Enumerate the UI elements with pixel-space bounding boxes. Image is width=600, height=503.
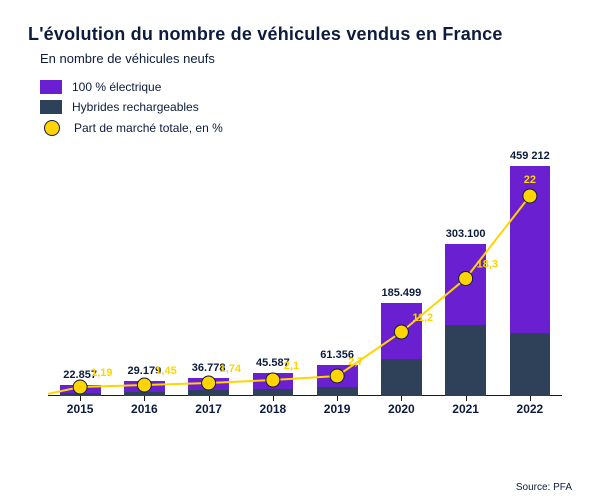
- bar-total-label: 29.179: [128, 365, 162, 377]
- x-axis-tick: [401, 396, 402, 401]
- legend-swatch-share: [44, 120, 60, 136]
- bar-stack: [381, 303, 422, 396]
- x-axis-tick: [337, 396, 338, 401]
- bar-stack: [317, 365, 358, 396]
- bar-column: 29.179: [118, 146, 170, 396]
- bar-column: 36.778: [183, 146, 235, 396]
- bar-segment-electric: [253, 373, 294, 389]
- chart-subtitle: En nombre de véhicules neufs: [40, 51, 572, 66]
- bar-stack: [188, 378, 229, 396]
- legend-swatch-electric: [40, 80, 62, 94]
- bar-stack: [445, 244, 486, 396]
- chart-title: L'évolution du nombre de véhicules vendu…: [28, 24, 572, 45]
- bar-column: 185.499: [375, 146, 427, 396]
- bar-group: 22.857 29.179 36.778 45.587 61.356 185.499 303…: [48, 146, 562, 396]
- x-axis-label: 2022: [504, 402, 556, 416]
- bar-stack: [124, 381, 165, 396]
- bar-segment-electric: [445, 244, 486, 325]
- x-axis-label: 2018: [247, 402, 299, 416]
- x-axis-labels: 2015 2016 2017 2018 2019 2020 2021 2022: [48, 402, 562, 416]
- bar-segment-electric: [381, 303, 422, 358]
- bar-segment-hybrid: [253, 389, 294, 396]
- chart-page: L'évolution du nombre de véhicules vendu…: [0, 0, 600, 503]
- bar-column: 45.587: [247, 146, 299, 396]
- bar-total-label: 22.857: [63, 369, 97, 381]
- legend-item-hybrid: Hybrides rechargeables: [40, 100, 572, 114]
- bar-total-label: 45.587: [256, 357, 290, 369]
- legend-item-share: Part de marché totale, en %: [40, 120, 572, 136]
- bar-column: 303.100: [440, 146, 492, 396]
- bar-column: 61.356: [311, 146, 363, 396]
- bar-column: 22.857: [54, 146, 106, 396]
- x-axis-tick: [209, 396, 210, 401]
- source-label: Source: PFA: [516, 482, 572, 493]
- plot-area: 22.857 29.179 36.778 45.587 61.356 185.499 303…: [48, 146, 562, 396]
- x-axis-label: 2019: [311, 402, 363, 416]
- bar-segment-hybrid: [445, 325, 486, 396]
- legend-label-electric: 100 % électrique: [72, 80, 161, 94]
- bar-segment-electric: [317, 365, 358, 386]
- bar-segment-hybrid: [317, 387, 358, 396]
- bar-stack: [510, 166, 551, 396]
- bar-total-label: 303.100: [446, 228, 486, 240]
- x-axis-tick: [80, 396, 81, 401]
- bar-total-label: 459 212: [510, 150, 550, 162]
- chart-area: 22.857 29.179 36.778 45.587 61.356 185.499 303…: [28, 146, 572, 436]
- x-axis-tick: [273, 396, 274, 401]
- x-axis-label: 2015: [54, 402, 106, 416]
- bar-total-label: 185.499: [381, 287, 421, 299]
- x-axis-label: 2016: [118, 402, 170, 416]
- bar-segment-electric: [510, 166, 551, 332]
- bar-total-label: 36.778: [192, 362, 226, 374]
- bar-segment-hybrid: [381, 359, 422, 396]
- bar-stack: [60, 385, 101, 396]
- legend-label-share: Part de marché totale, en %: [74, 121, 223, 135]
- bar-stack: [253, 373, 294, 396]
- bar-segment-electric: [60, 385, 101, 394]
- bar-segment-hybrid: [510, 333, 551, 396]
- legend-item-electric: 100 % électrique: [40, 80, 572, 94]
- bar-segment-electric: [124, 381, 165, 392]
- x-axis-label: 2020: [375, 402, 427, 416]
- x-axis-tick: [530, 396, 531, 401]
- x-axis-tick: [144, 396, 145, 401]
- legend-swatch-hybrid: [40, 100, 62, 114]
- x-axis-label: 2017: [183, 402, 235, 416]
- x-axis-label: 2021: [440, 402, 492, 416]
- bar-segment-electric: [188, 378, 229, 390]
- bar-column: 459 212: [504, 146, 556, 396]
- legend-label-hybrid: Hybrides rechargeables: [72, 100, 199, 114]
- bar-total-label: 61.356: [320, 349, 354, 361]
- chart-legend: 100 % électrique Hybrides rechargeables …: [40, 80, 572, 136]
- x-axis-tick: [466, 396, 467, 401]
